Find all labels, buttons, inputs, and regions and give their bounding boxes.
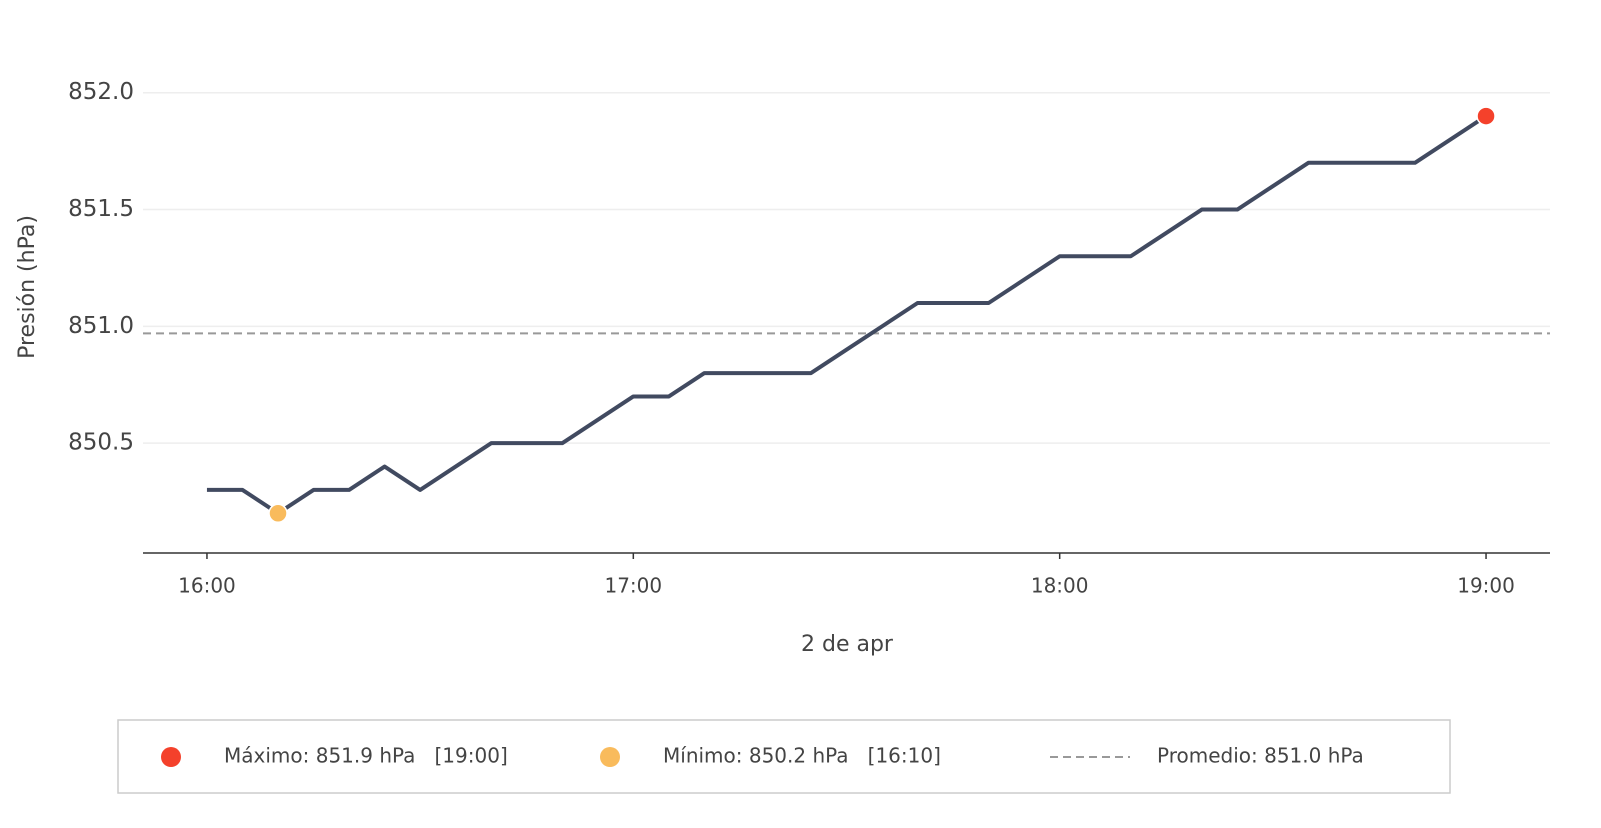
x-tick-label: 18:00 — [1031, 574, 1089, 598]
extreme-marker — [1476, 106, 1496, 126]
x-tick-label: 16:00 — [178, 574, 236, 598]
legend-label: Mínimo: 850.2 hPa [16:10] — [663, 744, 941, 768]
x-tick-label: 17:00 — [604, 574, 662, 598]
legend-marker — [161, 747, 181, 767]
legend-label: Máximo: 851.9 hPa [19:00] — [224, 744, 508, 768]
y-tick-label: 851.5 — [68, 196, 134, 222]
legend-label: Promedio: 851.0 hPa — [1157, 744, 1364, 768]
extreme-marker — [268, 503, 288, 524]
y-tick-label: 851.0 — [68, 313, 134, 339]
y-tick-label: 852.0 — [68, 79, 134, 105]
data-line — [206, 114, 1488, 516]
y-axis-label: Presión (hPa) — [15, 215, 40, 359]
y-tick-label: 850.5 — [68, 430, 134, 456]
legend-marker — [600, 747, 620, 767]
x-axis-label: 2 de apr — [801, 632, 894, 657]
legend-box — [117, 719, 1451, 794]
x-tick-label: 19:00 — [1457, 574, 1515, 598]
